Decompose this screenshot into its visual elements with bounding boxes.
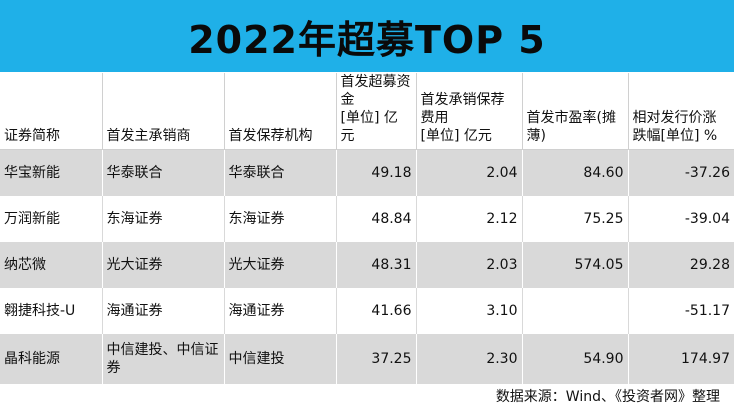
price-change: -51.17 <box>684 302 730 319</box>
table-row: 晶科能源 中信建投、中信证券 中信建投 37.25 2.30 54.90 174… <box>0 333 734 384</box>
ipo-table: 证券简称 首发主承销商 首发保荐机构 首发超募资金 [单位] 亿元 首发承销保荐费… <box>0 73 734 384</box>
sponsor: 海通证券 <box>224 287 337 334</box>
sponsor: 华泰联合 <box>224 149 337 196</box>
lead-underwriter: 中信建投、中信证券 <box>102 333 225 384</box>
sponsor: 东海证券 <box>224 195 337 242</box>
table-row: 翱捷科技-U 海通证券 海通证券 41.66 3.10 -51.17 <box>0 287 734 334</box>
over-raised-amount: 49.18 <box>336 149 417 196</box>
sponsor: 中信建投 <box>224 333 337 384</box>
pe-ratio: 75.25 <box>522 195 629 242</box>
header-cell: 首发市盈率(摊 薄) <box>522 73 629 150</box>
price-change: -39.04 <box>684 210 730 227</box>
header-cell: 首发超募资金 [单位] 亿元 <box>336 73 417 150</box>
underwriting-fee: 2.04 <box>416 149 523 196</box>
stock-name: 晶科能源 <box>0 333 103 384</box>
table-row: 万润新能 东海证券 东海证券 48.84 2.12 75.25 -39.04 <box>0 195 734 242</box>
price-change: 174.97 <box>681 350 730 367</box>
lead-underwriter: 东海证券 <box>102 195 225 242</box>
pe-ratio: 574.05 <box>522 241 629 288</box>
lead-underwriter: 光大证券 <box>102 241 225 288</box>
page-title: 2022年超募TOP 5 <box>188 17 546 62</box>
pe-ratio <box>522 287 629 334</box>
stock-name: 华宝新能 <box>0 149 103 196</box>
over-raised-amount: 37.25 <box>336 333 417 384</box>
pe-ratio: 54.90 <box>522 333 629 384</box>
stock-name: 纳芯微 <box>0 241 103 288</box>
underwriting-fee: 2.03 <box>416 241 523 288</box>
header-cell: 首发主承销商 <box>102 73 225 150</box>
lead-underwriter: 海通证券 <box>102 287 225 334</box>
underwriting-fee: 3.10 <box>416 287 523 334</box>
header-cell: 首发承销保荐 费用 [单位] 亿元 <box>416 73 523 150</box>
over-raised-amount: 41.66 <box>336 287 417 334</box>
table-row: 华宝新能 华泰联合 华泰联合 49.18 2.04 84.60 -37.26 <box>0 149 734 196</box>
stock-name: 翱捷科技-U <box>0 287 103 334</box>
underwriting-fee: 2.30 <box>416 333 523 384</box>
title-banner: 2022年超募TOP 5 <box>0 0 734 72</box>
sponsor: 光大证券 <box>224 241 337 288</box>
header-cell: 证券简称 <box>0 73 103 150</box>
table-row: 纳芯微 光大证券 光大证券 48.31 2.03 574.05 29.28 <box>0 241 734 288</box>
price-change: 29.28 <box>689 256 730 273</box>
price-change: -37.26 <box>684 164 730 181</box>
lead-underwriter: 华泰联合 <box>102 149 225 196</box>
stock-name: 万润新能 <box>0 195 103 242</box>
header-cell: 首发保荐机构 <box>224 73 337 150</box>
underwriting-fee: 2.12 <box>416 195 523 242</box>
over-raised-amount: 48.31 <box>336 241 417 288</box>
over-raised-amount: 48.84 <box>336 195 417 242</box>
header-cell: 相对发行价涨 跌幅[单位] % <box>628 73 734 150</box>
pe-ratio: 84.60 <box>522 149 629 196</box>
header-row: 证券简称 首发主承销商 首发保荐机构 首发超募资金 [单位] 亿元 首发承销保荐费… <box>0 73 734 150</box>
data-source-note: 数据来源：Wind、《投资者网》整理 <box>495 389 720 405</box>
